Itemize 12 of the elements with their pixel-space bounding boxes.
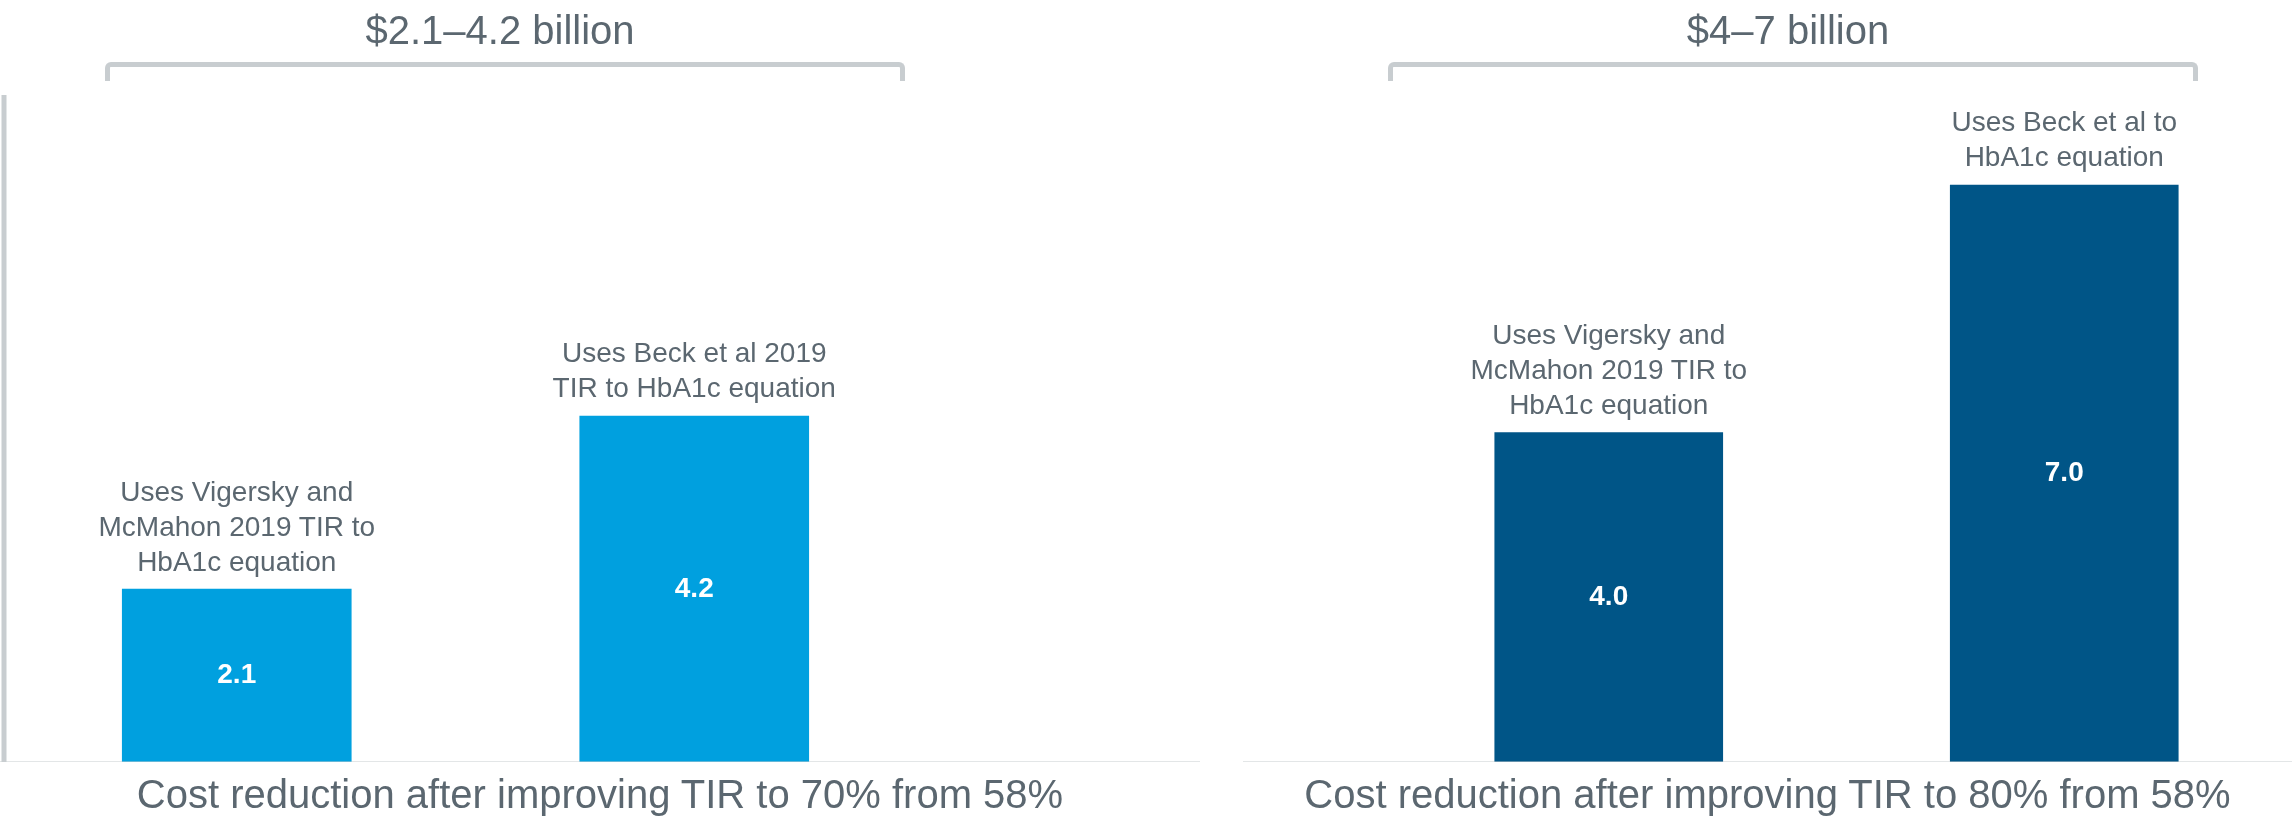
annotation: Uses Vigersky and McMahon 2019 TIR to HbA1c equation xyxy=(98,475,376,577)
x-axis-title: Cost reduction after improving TIR to 70% from 58% xyxy=(135,772,1065,817)
data-label: 2.1 xyxy=(217,658,257,690)
data-label: 4.2 xyxy=(674,571,714,603)
chart-title: $2.1–4.2 billion xyxy=(364,8,636,53)
text: Uses Beck et al 2019 TIR to HbA1c equation xyxy=(552,337,836,404)
chart-title: $4–7 billion xyxy=(1685,8,1891,53)
text: Uses Beck et al to HbA1c equation xyxy=(1951,106,2178,173)
data-label: 4.0 xyxy=(1589,579,1629,611)
annotation: Uses Vigersky and McMahon 2019 TIR to HbA1c equation xyxy=(1470,318,1748,420)
data-label: 7.0 xyxy=(2044,456,2084,488)
x-axis-title: Cost reduction after improving TIR to 80% from 58% xyxy=(1303,772,2232,817)
